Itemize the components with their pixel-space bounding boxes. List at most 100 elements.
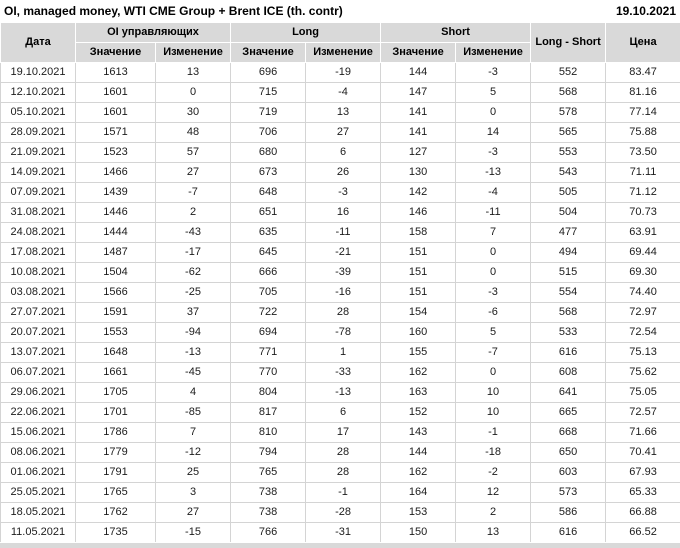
date-cell: 27.07.2021	[0, 302, 76, 323]
long-short-cell: 477	[530, 222, 607, 243]
oi-value-cell: 1487	[75, 242, 156, 263]
short-value-cell: 143	[380, 422, 457, 443]
price-cell: 69.30	[605, 262, 680, 283]
title-bar: OI, managed money, WTI CME Group + Brent…	[0, 0, 680, 22]
date-cell: 07.09.2021	[0, 182, 76, 203]
long-short-cell: 505	[530, 182, 607, 203]
short-value-cell: 160	[380, 322, 457, 343]
long-change-cell: -21	[305, 242, 382, 263]
date-cell: 29.06.2021	[0, 382, 76, 403]
oi-value-cell: 1444	[75, 222, 156, 243]
price-cell: 70.73	[605, 202, 680, 223]
long-value-cell: 705	[230, 282, 307, 303]
table-row: 14.09.2021 1466 27 673 26 130 -13 543 71.11	[0, 162, 680, 183]
short-change-cell: -6	[455, 302, 532, 323]
short-change-cell: -7	[455, 342, 532, 363]
date-cell: 17.08.2021	[0, 242, 76, 263]
subheader-short-change: Изменение	[455, 42, 532, 63]
date-cell: 19.10.2021	[0, 62, 76, 83]
oi-change-cell: 13	[154, 62, 232, 83]
short-value-cell: 146	[380, 202, 457, 223]
long-value-cell: 817	[230, 402, 307, 423]
oi-change-cell: 25	[154, 462, 232, 483]
price-cell: 75.62	[605, 362, 680, 383]
long-value-cell: 722	[230, 302, 307, 323]
oi-change-cell: 57	[154, 142, 232, 163]
long-change-cell: -4	[305, 82, 382, 103]
long-short-cell: 586	[530, 502, 607, 523]
date-cell: 05.10.2021	[0, 102, 76, 123]
short-value-cell: 141	[380, 102, 457, 123]
oi-value-cell: 1446	[75, 202, 156, 223]
short-value-cell: 163	[380, 382, 457, 403]
date-cell: 12.10.2021	[0, 82, 76, 103]
price-cell: 72.57	[605, 402, 680, 423]
price-cell: 75.88	[605, 122, 680, 143]
table-body: 19.10.2021 1613 13 696 -19 144 -3 552 83.47 12.10…	[0, 62, 680, 543]
table-row: 05.10.2021 1601 30 719 13 141 0 578 77.14	[0, 102, 680, 123]
long-short-cell: 553	[530, 142, 607, 163]
short-value-cell: 141	[380, 122, 457, 143]
short-change-cell: -1	[455, 422, 532, 443]
date-cell: 24.08.2021	[0, 222, 76, 243]
oi-value-cell: 1439	[75, 182, 156, 203]
long-short-cell: 565	[530, 122, 607, 143]
oi-value-cell: 1786	[75, 422, 156, 443]
long-value-cell: 770	[230, 362, 307, 383]
oi-value-cell: 1791	[75, 462, 156, 483]
oi-value-cell: 1735	[75, 522, 156, 543]
short-change-cell: -3	[455, 142, 532, 163]
long-short-cell: 573	[530, 482, 607, 503]
oi-change-cell: -45	[154, 362, 232, 383]
price-cell: 71.12	[605, 182, 680, 203]
long-change-cell: 6	[305, 142, 382, 163]
oi-change-cell: 4	[154, 382, 232, 403]
table-row: 21.09.2021 1523 57 680 6 127 -3 553 73.50	[0, 142, 680, 163]
long-value-cell: 666	[230, 262, 307, 283]
table-row: 31.08.2021 1446 2 651 16 146 -11 504 70.73	[0, 202, 680, 223]
price-cell: 81.16	[605, 82, 680, 103]
long-value-cell: 680	[230, 142, 307, 163]
short-change-cell: 14	[455, 122, 532, 143]
oi-value-cell: 1779	[75, 442, 156, 463]
short-change-cell: -3	[455, 282, 532, 303]
report-date: 19.10.2021	[615, 4, 676, 18]
table-row: 29.06.2021 1705 4 804 -13 163 10 641 75.05	[0, 382, 680, 403]
long-short-cell: 650	[530, 442, 607, 463]
subheader-long-change: Изменение	[305, 42, 382, 63]
long-value-cell: 645	[230, 242, 307, 263]
long-short-cell: 603	[530, 462, 607, 483]
table-row: 15.06.2021 1786 7 810 17 143 -1 668 71.66	[0, 422, 680, 443]
col-header-price: Цена	[605, 22, 680, 63]
short-value-cell: 142	[380, 182, 457, 203]
long-short-cell: 616	[530, 342, 607, 363]
short-change-cell: 7	[455, 222, 532, 243]
oi-value-cell: 1648	[75, 342, 156, 363]
long-short-cell: 552	[530, 62, 607, 83]
long-change-cell: 6	[305, 402, 382, 423]
price-cell: 72.54	[605, 322, 680, 343]
long-change-cell: -11	[305, 222, 382, 243]
oi-value-cell: 1571	[75, 122, 156, 143]
long-value-cell: 794	[230, 442, 307, 463]
oi-value-cell: 1613	[75, 62, 156, 83]
date-cell: 06.07.2021	[0, 362, 76, 383]
long-change-cell: -19	[305, 62, 382, 83]
short-value-cell: 162	[380, 362, 457, 383]
table-header: Дата OI управляющих Long Short Long - Sh…	[0, 22, 680, 63]
short-value-cell: 152	[380, 402, 457, 423]
oi-value-cell: 1504	[75, 262, 156, 283]
long-short-cell: 608	[530, 362, 607, 383]
oi-change-cell: 30	[154, 102, 232, 123]
oi-change-cell: -94	[154, 322, 232, 343]
table-row: 17.08.2021 1487 -17 645 -21 151 0 494 69.44	[0, 242, 680, 263]
long-short-cell: 554	[530, 282, 607, 303]
date-cell: 20.07.2021	[0, 322, 76, 343]
price-cell: 73.50	[605, 142, 680, 163]
oi-change-cell: 7	[154, 422, 232, 443]
oi-change-cell: 48	[154, 122, 232, 143]
price-cell: 66.52	[605, 522, 680, 543]
long-change-cell: -78	[305, 322, 382, 343]
long-short-cell: 568	[530, 302, 607, 323]
